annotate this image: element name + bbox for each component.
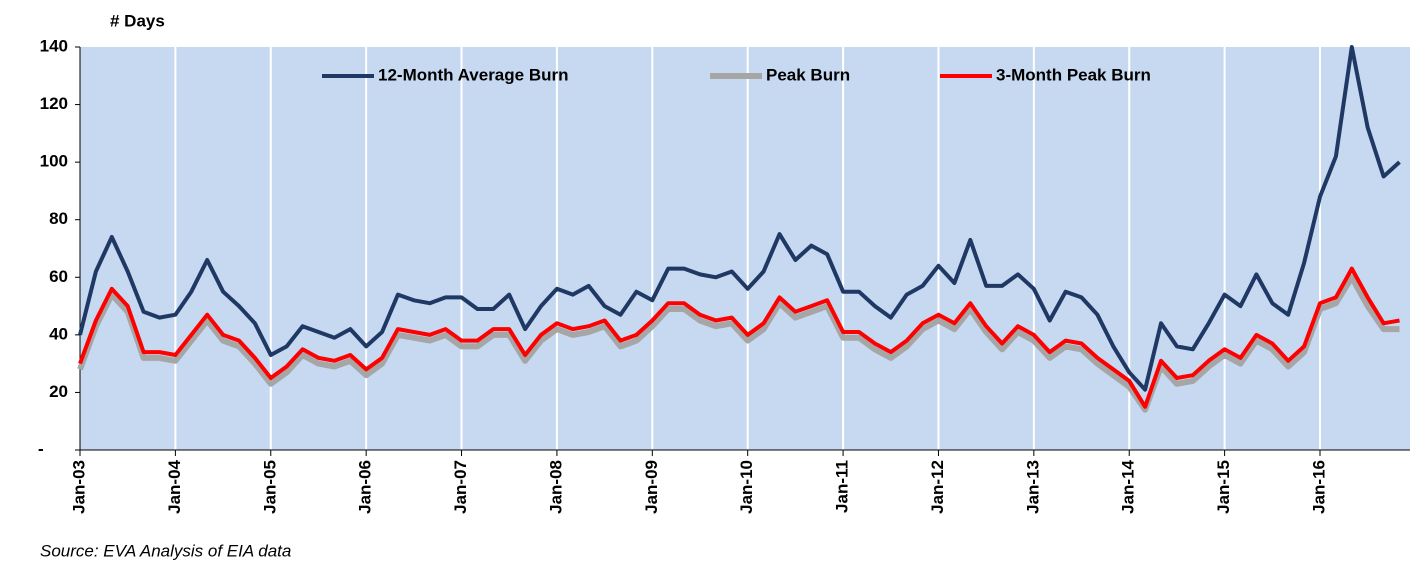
x-tick-label: Jan-16 bbox=[1309, 460, 1328, 514]
x-tick-label: Jan-06 bbox=[356, 460, 375, 514]
x-tick-label: Jan-05 bbox=[260, 460, 279, 514]
y-tick-label: 120 bbox=[40, 94, 68, 113]
line-series bbox=[78, 266, 1400, 409]
plot-area bbox=[80, 47, 1410, 450]
y-tick-label: 20 bbox=[49, 382, 68, 401]
x-tick-label: Jan-10 bbox=[737, 460, 756, 514]
axis-title: # Days bbox=[110, 11, 165, 30]
x-tick-label: Jan-03 bbox=[69, 460, 88, 514]
x-tick-label: Jan-12 bbox=[928, 460, 947, 514]
x-tick-label: Jan-04 bbox=[165, 459, 184, 513]
x-tick-label: Jan-14 bbox=[1119, 459, 1138, 513]
x-tick-label: Jan-08 bbox=[546, 460, 565, 514]
x-tick-label: Jan-13 bbox=[1023, 460, 1042, 514]
y-tick-label: - bbox=[38, 439, 44, 458]
x-tick-label: Jan-15 bbox=[1214, 460, 1233, 514]
source-note: Source: EVA Analysis of EIA data bbox=[40, 541, 291, 560]
line-series bbox=[77, 274, 1400, 413]
legend-label: Peak Burn bbox=[766, 65, 850, 84]
y-tick-label: 40 bbox=[49, 324, 68, 343]
y-tick-label: 100 bbox=[40, 152, 68, 171]
line-series bbox=[78, 45, 1401, 392]
x-tick-label: Jan-07 bbox=[451, 460, 470, 514]
y-tick-label: 60 bbox=[49, 267, 68, 286]
legend-label: 3-Month Peak Burn bbox=[996, 65, 1151, 84]
x-tick-label: Jan-11 bbox=[833, 460, 852, 513]
x-tick-label: Jan-09 bbox=[642, 460, 661, 514]
legend-label: 12-Month Average Burn bbox=[378, 65, 569, 84]
y-tick-label: 80 bbox=[49, 209, 68, 228]
y-tick-label: 140 bbox=[40, 36, 68, 55]
